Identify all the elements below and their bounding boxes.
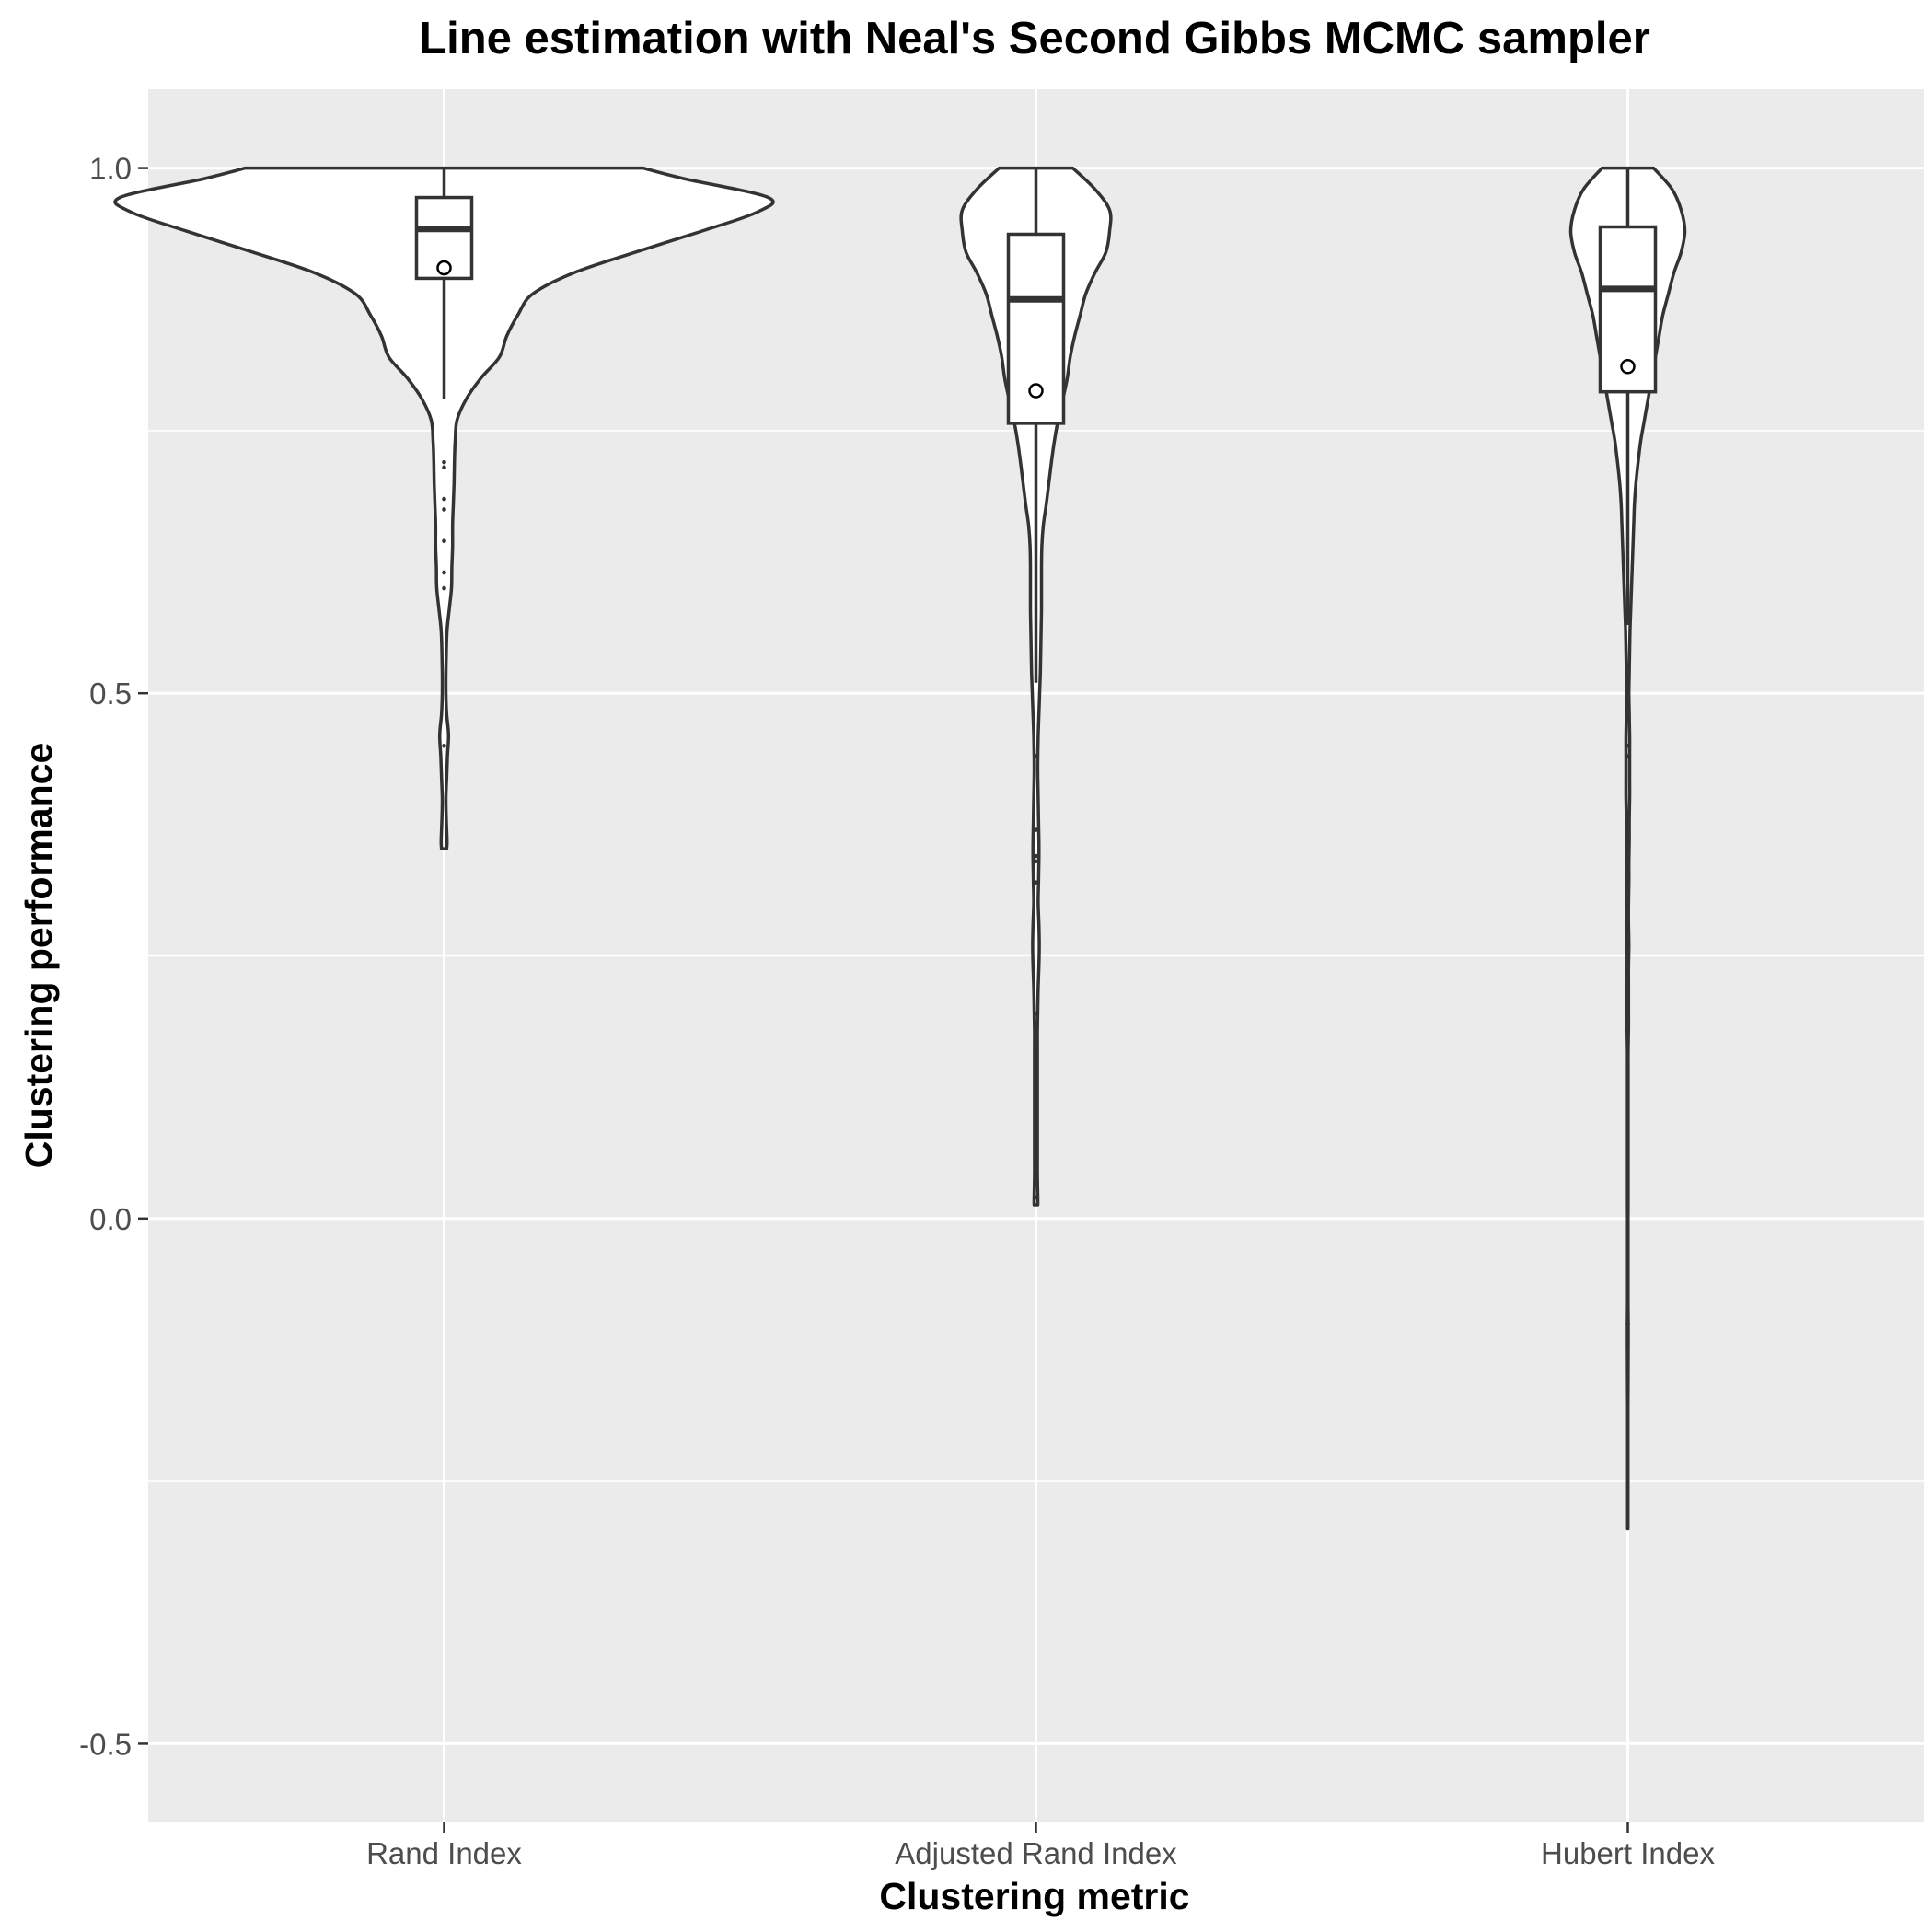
- outlier-point: [1625, 932, 1630, 937]
- outlier-point: [1625, 822, 1630, 827]
- outlier-point: [1625, 754, 1630, 758]
- outlier-point: [442, 465, 446, 470]
- mean-point: [1028, 383, 1044, 399]
- outlier-point: [1625, 843, 1630, 848]
- x-tick-label: Adjusted Rand Index: [895, 1836, 1177, 1870]
- outlier-point: [442, 538, 446, 544]
- outlier-point: [1625, 995, 1630, 1001]
- outlier-point: [1034, 859, 1038, 864]
- outlier-point: [1034, 1011, 1038, 1016]
- outlier-point: [1625, 743, 1630, 748]
- outlier-point: [1034, 1195, 1038, 1200]
- mean-point: [436, 260, 452, 276]
- outlier-point: [1034, 880, 1038, 885]
- outlier-point: [1034, 1142, 1038, 1148]
- y-axis-title: Clustering performance: [17, 743, 60, 1169]
- y-tick-label: 0.5: [89, 677, 132, 711]
- outlier-point: [1034, 827, 1038, 832]
- outlier-point: [442, 585, 446, 591]
- violin-group: [959, 166, 1113, 1207]
- y-axis: -0.5 0.0 0.5 1.0: [79, 152, 148, 1761]
- x-tick-label: Hubert Index: [1541, 1836, 1715, 1870]
- x-tick-label: Rand Index: [366, 1836, 522, 1870]
- outlier-point: [442, 743, 446, 748]
- outlier-point: [442, 496, 446, 502]
- outlier-point: [1034, 853, 1038, 859]
- violin-group: [1568, 166, 1687, 1531]
- outlier-point: [1625, 1027, 1630, 1032]
- y-tick-label: 0.0: [89, 1202, 132, 1236]
- chart-title: Line estimation with Neal's Second Gibbs…: [419, 14, 1650, 64]
- violin-group: [113, 166, 775, 850]
- violin-shape: [1568, 166, 1687, 1531]
- outlier-point: [1034, 1059, 1038, 1063]
- mean-point: [1620, 359, 1636, 375]
- y-tick-label: 1.0: [89, 152, 132, 186]
- violin-shape: [959, 166, 1113, 1207]
- outlier-point: [442, 570, 446, 575]
- outlier-point: [442, 507, 446, 512]
- outlier-point: [1034, 754, 1038, 758]
- x-axis: Rand Index Adjusted Rand Index Hubert Inde…: [366, 1822, 1715, 1870]
- outlier-point: [442, 459, 446, 465]
- outlier-point: [1625, 1321, 1630, 1326]
- outlier-point: [1034, 1080, 1038, 1084]
- violin-series: [113, 166, 1687, 1531]
- x-axis-title: Clustering metric: [879, 1875, 1189, 1917]
- y-tick-label: -0.5: [79, 1727, 132, 1761]
